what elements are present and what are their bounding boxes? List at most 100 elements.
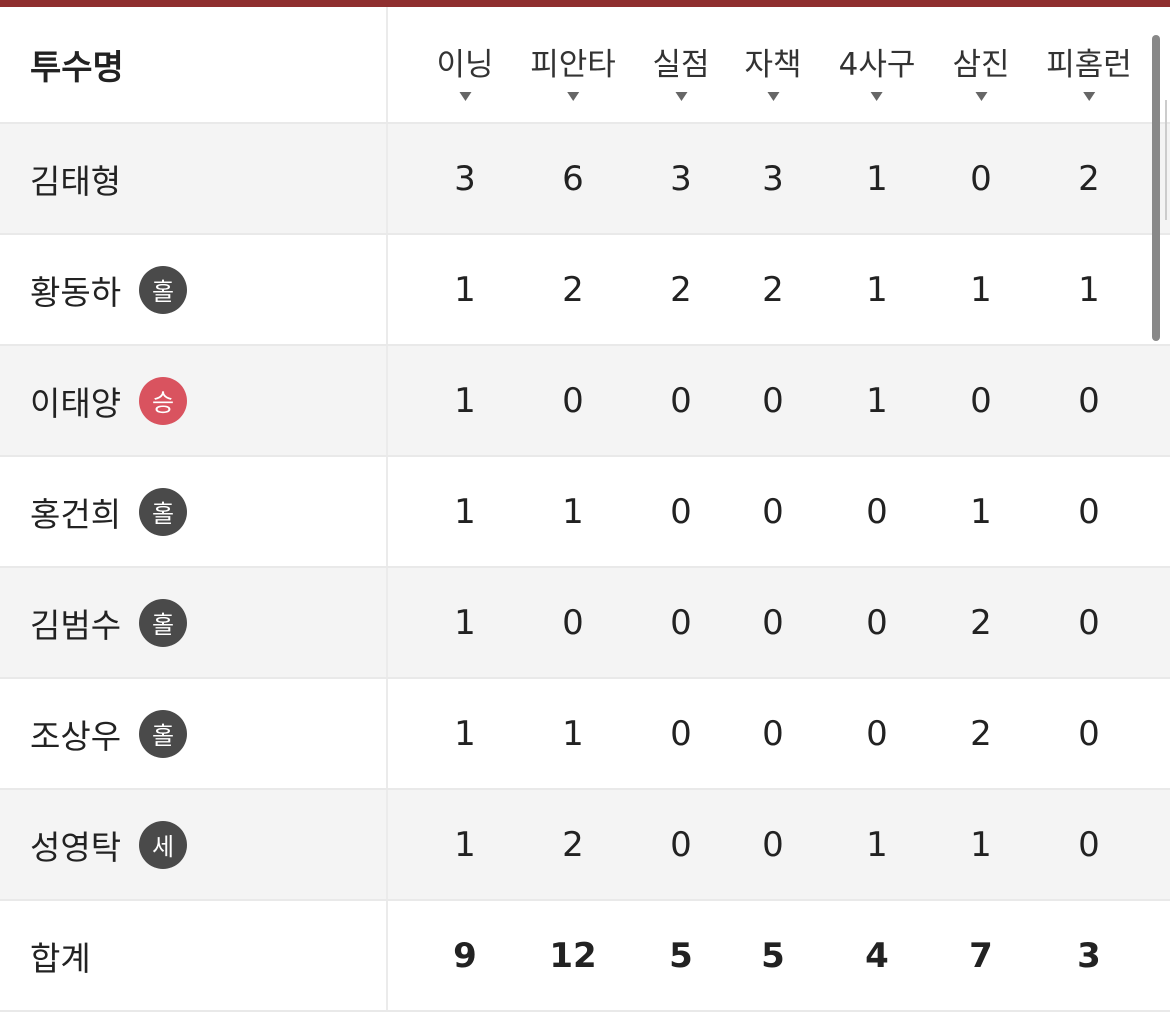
stat-cell: 1 (454, 713, 476, 754)
stat-cell: 0 (866, 713, 888, 754)
stat-cell: 0 (970, 158, 992, 199)
column-header-label: 이닝 (436, 47, 494, 83)
stat-cell: 1 (866, 824, 888, 865)
decision-badge: 홀 (139, 709, 188, 758)
total-label: 합계 (0, 901, 388, 1010)
stat-cell: 1 (454, 269, 476, 310)
stat-cell: 2 (1078, 158, 1100, 199)
stat-cell: 2 (970, 713, 992, 754)
pitcher-name[interactable]: 이태양 (30, 383, 122, 423)
column-header[interactable]: 피홈런 (1046, 39, 1132, 101)
total-cell: 5 (669, 935, 693, 976)
stat-cell: 0 (670, 824, 692, 865)
total-row: 합계 9 12 5 5 4 7 3 (0, 901, 1170, 1012)
stat-cell: 1 (970, 491, 992, 532)
column-header-label: 피홈런 (1046, 47, 1132, 83)
column-header[interactable]: 실점 (652, 39, 710, 101)
pitcher-name-cell: 황동하 홀 (0, 235, 388, 344)
next-column-edge (1165, 100, 1170, 220)
stat-cell: 1 (866, 269, 888, 310)
caret-down-icon (567, 92, 579, 101)
scrollbar[interactable] (1152, 35, 1160, 341)
stat-cell: 1 (454, 491, 476, 532)
stat-cell: 2 (762, 269, 784, 310)
stat-cell: 3 (762, 158, 784, 199)
stat-cell: 1 (970, 824, 992, 865)
stat-cell: 2 (562, 269, 584, 310)
pitcher-name[interactable]: 황동하 (30, 272, 122, 312)
pitcher-name-cell: 이태양 승 (0, 346, 388, 455)
stat-cell: 0 (1078, 713, 1100, 754)
stat-cell: 1 (454, 824, 476, 865)
stat-cell: 0 (1078, 491, 1100, 532)
stat-cell: 3 (670, 158, 692, 199)
table-row: 홍건희 홀 1 1 0 0 0 1 0 (0, 457, 1170, 568)
stat-cell: 0 (866, 602, 888, 643)
pitcher-name[interactable]: 김범수 (30, 605, 122, 645)
column-header-label: 4사구 (838, 47, 916, 83)
column-header[interactable]: 자책 (744, 39, 802, 101)
top-accent-bar (0, 0, 1170, 7)
table-header: 투수명 이닝 피안타 실점 자책 4사구 삼진 피홈런 (0, 7, 1170, 124)
stat-cell: 0 (562, 602, 584, 643)
stat-cell: 0 (562, 380, 584, 421)
stat-cell: 0 (670, 602, 692, 643)
stat-cell: 0 (1078, 824, 1100, 865)
stat-cell: 0 (762, 380, 784, 421)
total-cell: 5 (761, 935, 785, 976)
pitcher-name-cell: 김태형 (0, 124, 388, 233)
column-header[interactable]: 이닝 (436, 39, 494, 101)
stat-cell: 0 (762, 602, 784, 643)
table-row: 이태양 승 1 0 0 0 1 0 0 (0, 346, 1170, 457)
column-header[interactable]: 삼진 (952, 39, 1010, 101)
column-header-label: 삼진 (952, 47, 1010, 83)
header-pitcher-name: 투수명 (0, 7, 388, 122)
table-row: 황동하 홀 1 2 2 2 1 1 1 (0, 235, 1170, 346)
column-header-label: 실점 (652, 47, 710, 83)
total-cell: 4 (865, 935, 889, 976)
caret-down-icon (458, 92, 471, 101)
stat-cell: 0 (970, 380, 992, 421)
stat-cell: 1 (454, 380, 476, 421)
stat-cell: 6 (562, 158, 584, 199)
stat-cell: 0 (866, 491, 888, 532)
total-cell: 3 (1077, 935, 1101, 976)
pitcher-name[interactable]: 홍건희 (30, 494, 122, 534)
decision-badge: 홀 (139, 265, 188, 314)
stat-cell: 1 (1078, 269, 1100, 310)
column-header-label: 자책 (744, 47, 802, 83)
pitcher-stats-table: 투수명 이닝 피안타 실점 자책 4사구 삼진 피홈런 김태형 3 6 3 3 1 0 2 황동하 홀 1 2 2 2 1 1… (0, 7, 1170, 1012)
stat-cell: 0 (670, 491, 692, 532)
decision-badge: 홀 (139, 487, 188, 536)
pitcher-name-cell: 조상우 홀 (0, 679, 388, 788)
stat-cell: 1 (454, 602, 476, 643)
table-row: 성영탁 세 1 2 0 0 1 1 0 (0, 790, 1170, 901)
caret-down-icon (974, 92, 987, 101)
stat-cell: 0 (762, 491, 784, 532)
caret-down-icon (870, 92, 883, 101)
stat-cell: 0 (670, 380, 692, 421)
pitcher-name[interactable]: 성영탁 (30, 827, 122, 867)
stat-cell: 0 (762, 713, 784, 754)
win-badge: 승 (139, 376, 188, 425)
pitcher-name[interactable]: 조상우 (30, 716, 122, 756)
pitcher-name[interactable]: 김태형 (30, 161, 122, 201)
column-header[interactable]: 피안타 (530, 39, 616, 101)
stat-cell: 1 (866, 380, 888, 421)
decision-badge: 세 (139, 820, 188, 869)
column-header[interactable]: 4사구 (838, 39, 916, 101)
stat-cell: 0 (670, 713, 692, 754)
stat-cell: 2 (970, 602, 992, 643)
stat-cell: 1 (970, 269, 992, 310)
caret-down-icon (1083, 92, 1095, 101)
caret-down-icon (674, 92, 687, 101)
stat-cell: 2 (670, 269, 692, 310)
table-row: 김범수 홀 1 0 0 0 0 2 0 (0, 568, 1170, 679)
stat-cell: 2 (562, 824, 584, 865)
stat-cell: 1 (866, 158, 888, 199)
column-header-label: 피안타 (530, 47, 616, 83)
total-cell: 9 (453, 935, 477, 976)
stat-cell: 3 (454, 158, 476, 199)
stat-cell: 0 (1078, 602, 1100, 643)
stat-cell: 0 (1078, 380, 1100, 421)
